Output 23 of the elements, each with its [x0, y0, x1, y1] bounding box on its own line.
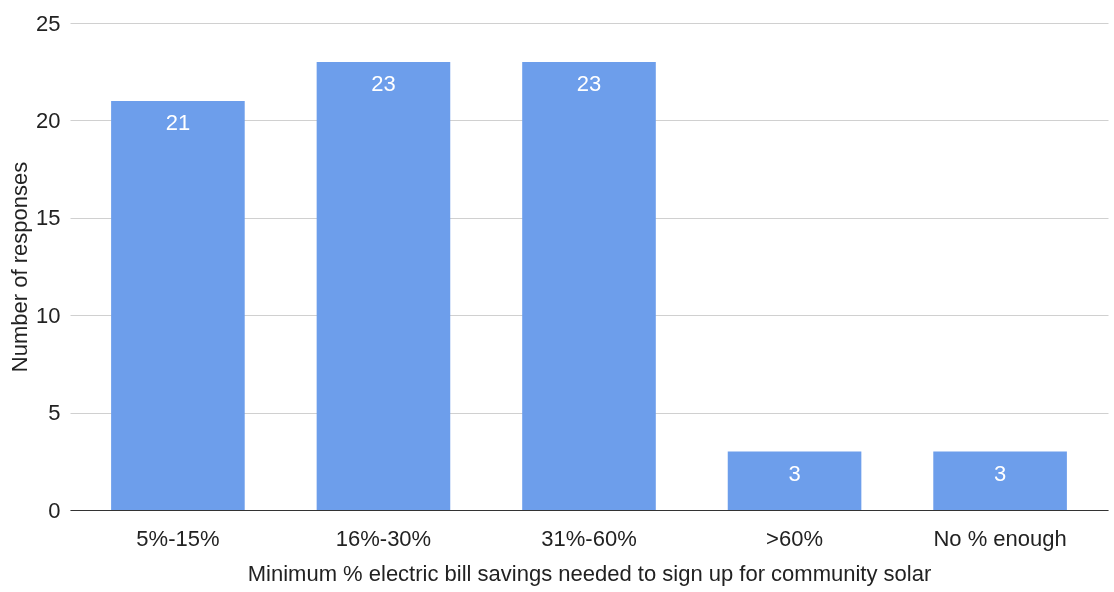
y-tick-label: 10 [36, 302, 61, 328]
y-tick-label: 0 [48, 497, 61, 523]
data-label: 3 [993, 460, 1007, 486]
x-axis-title: Minimum % electric bill savings needed to sign up for community solar [247, 560, 932, 586]
data-label: 23 [371, 70, 396, 96]
y-tick-label: 20 [36, 107, 61, 133]
y-axis-title: Number of responses [7, 161, 33, 373]
x-tick-label: 31%-60% [541, 525, 637, 551]
data-label: 3 [788, 460, 801, 486]
y-tick-label: 15 [36, 205, 61, 231]
bar [111, 100, 245, 510]
x-tick-label: >60% [766, 525, 823, 551]
y-tick-label: 25 [36, 10, 61, 36]
x-tick-label: No % enough [933, 525, 1067, 551]
bar [316, 61, 451, 510]
bar [522, 61, 656, 510]
x-tick-label: 5%-15% [136, 525, 220, 551]
y-tick-label: 5 [48, 400, 61, 426]
x-tick-label: 16%-30% [335, 525, 432, 551]
bar [933, 451, 1067, 510]
data-label: 21 [165, 109, 191, 135]
bar [727, 451, 862, 510]
data-label: 23 [576, 70, 602, 96]
